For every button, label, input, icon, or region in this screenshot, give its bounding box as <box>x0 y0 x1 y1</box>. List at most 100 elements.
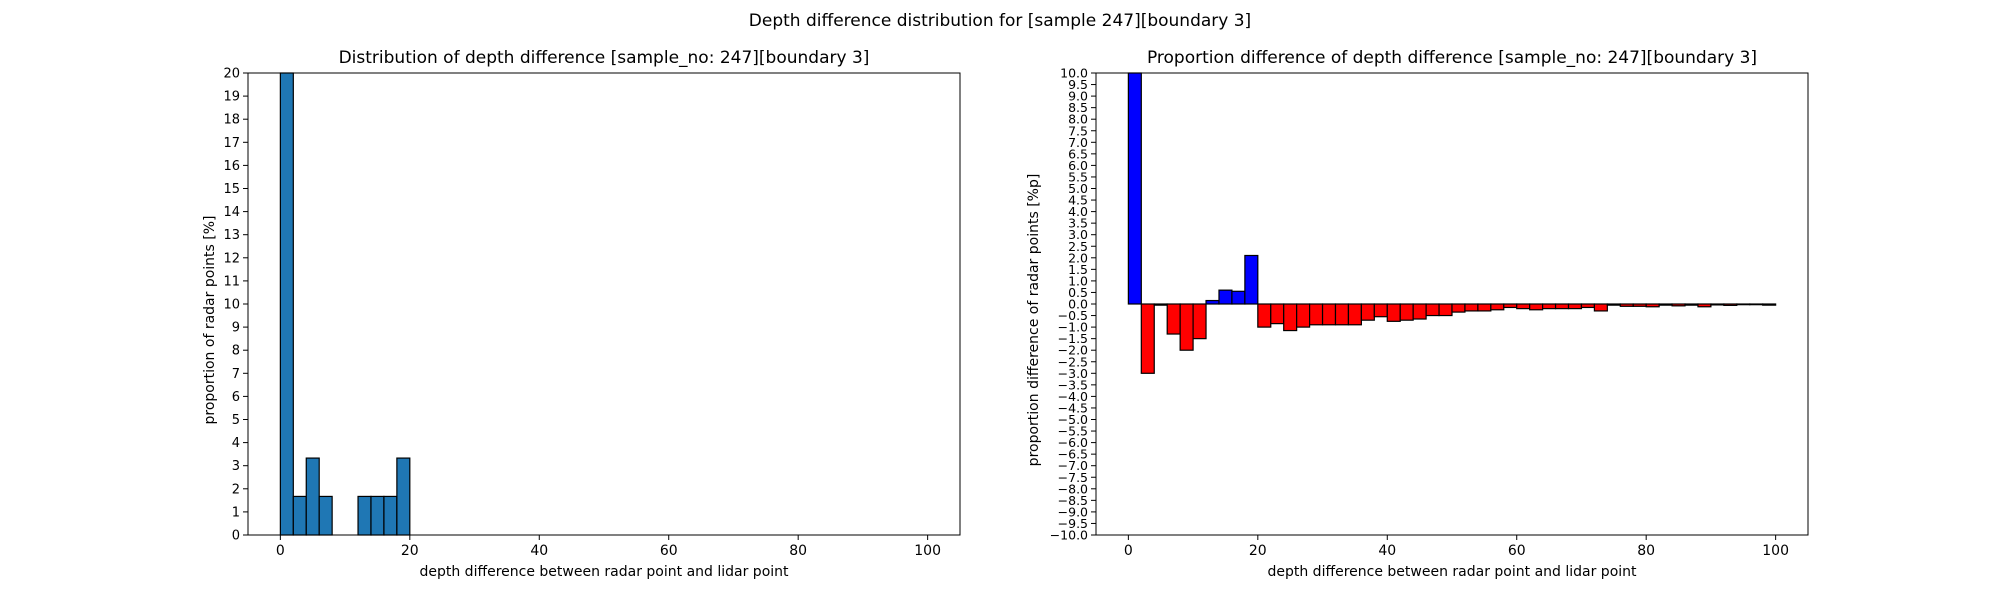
y-tick-label: 20 <box>223 67 240 82</box>
proportion-difference-x-ticks: 0 20 40 60 80 100 <box>1124 535 1789 559</box>
y-tick-label: 16 <box>223 159 240 174</box>
y-tick-label: 8.0 <box>1068 112 1088 127</box>
proportion-difference-bar <box>1762 303 1777 306</box>
proportion-difference-bar <box>1127 72 1142 305</box>
distribution-bar <box>370 495 385 536</box>
y-tick-label: 13 <box>223 228 240 243</box>
proportion-difference-bar <box>1554 303 1570 310</box>
x-tick-label: 0 <box>1124 543 1133 559</box>
y-tick-label: −6.0 <box>1058 435 1088 450</box>
y-tick-label: −2.5 <box>1058 354 1088 369</box>
y-tick-label: 1.0 <box>1068 273 1088 288</box>
proportion-difference-bar <box>1567 303 1583 310</box>
y-tick-label: −10.0 <box>1050 528 1088 543</box>
distribution-bar <box>305 457 320 536</box>
y-tick-label: 6.0 <box>1068 158 1088 173</box>
proportion-difference-bar <box>1736 303 1751 306</box>
distribution-bar <box>383 495 398 536</box>
proportion-difference-bar <box>1283 303 1298 332</box>
proportion-difference-bar <box>1580 303 1596 309</box>
proportion-difference-bar <box>1464 303 1479 312</box>
y-tick-label: 5 <box>232 413 240 428</box>
y-tick-label: 18 <box>223 113 240 128</box>
y-tick-label: −3.0 <box>1058 366 1088 381</box>
distribution-bar <box>357 495 372 536</box>
proportion-difference-bar <box>1438 303 1453 317</box>
proportion-difference-bar <box>1632 303 1647 307</box>
y-tick-label: 19 <box>223 90 240 105</box>
proportion-difference-bar <box>1334 303 1350 326</box>
distribution-bar <box>396 457 411 536</box>
x-tick-label: 60 <box>660 543 678 559</box>
proportion-difference-bar <box>1645 303 1660 308</box>
proportion-difference-bar <box>1360 303 1375 321</box>
proportion-difference-bar <box>1321 303 1337 326</box>
y-tick-label: −0.5 <box>1058 308 1088 323</box>
y-tick-label: 3.5 <box>1068 216 1088 231</box>
y-tick-label: −7.0 <box>1058 458 1088 473</box>
y-tick-label: −4.5 <box>1058 400 1088 415</box>
y-tick-label: 1.5 <box>1068 262 1088 277</box>
proportion-difference-y-ticks: −10.0−9.5−9.0−8.5−8.0−7.5−7.0−6.5−6.0−5.… <box>1050 66 1096 543</box>
proportion-difference-chart-ylabel: proportion difference of radar points [%… <box>1026 174 1042 467</box>
y-tick-label: −8.0 <box>1058 481 1088 496</box>
proportion-difference-bar <box>1386 303 1401 322</box>
distribution-chart-ylabel: proportion of radar points [%] <box>202 215 218 424</box>
distribution-bar <box>279 72 294 536</box>
y-tick-label: 10 <box>223 298 240 313</box>
y-tick-label: 0.0 <box>1068 297 1088 312</box>
distribution-bar <box>292 495 307 536</box>
proportion-difference-bar <box>1179 303 1194 351</box>
distribution-x-ticks: 0 20 40 60 80 100 <box>276 535 941 559</box>
x-tick-label: 40 <box>530 543 548 559</box>
proportion-difference-bar <box>1218 289 1233 305</box>
x-tick-label: 100 <box>1762 543 1789 559</box>
distribution-chart: Distribution of depth difference [sample… <box>202 48 961 580</box>
proportion-difference-chart-plot-area: 0 20 40 60 80 100 −10.0−9.5−9.0−8.5−8.0−7.5−7.… <box>1050 66 1809 559</box>
proportion-difference-bar <box>1451 303 1466 313</box>
proportion-difference-bar <box>1619 303 1634 307</box>
proportion-difference-bar <box>1308 303 1324 326</box>
proportion-difference-bar <box>1749 303 1764 306</box>
proportion-difference-bars <box>1127 72 1777 374</box>
y-tick-label: 3 <box>232 459 240 474</box>
y-tick-label: −8.5 <box>1058 493 1088 508</box>
y-tick-label: 4 <box>232 436 240 451</box>
proportion-difference-bar <box>1490 303 1505 311</box>
proportion-difference-bar <box>1192 303 1207 340</box>
proportion-difference-bar <box>1205 299 1220 305</box>
y-tick-label: 1 <box>232 505 240 520</box>
y-tick-label: −1.0 <box>1058 320 1088 335</box>
distribution-chart-plot-area: 0 20 40 60 80 1000123456789101112131415161718… <box>223 67 961 559</box>
proportion-difference-bar <box>1477 303 1492 312</box>
distribution-chart-xlabel: depth difference between radar point and… <box>419 564 789 580</box>
proportion-difference-bar <box>1606 303 1621 306</box>
y-tick-label: 4.5 <box>1068 193 1088 208</box>
y-tick-label: 10.0 <box>1060 66 1088 81</box>
y-tick-label: 8 <box>232 344 240 359</box>
y-tick-label: 8.5 <box>1068 100 1088 115</box>
proportion-difference-bar <box>1412 303 1427 320</box>
y-tick-label: −4.0 <box>1058 389 1088 404</box>
y-tick-label: 7 <box>232 367 240 382</box>
y-tick-label: 9 <box>232 321 240 336</box>
proportion-difference-bar <box>1257 303 1272 328</box>
proportion-difference-bar <box>1516 303 1531 310</box>
y-tick-label: −2.0 <box>1058 343 1088 358</box>
proportion-difference-chart: Proportion difference of depth differenc… <box>1026 48 1809 580</box>
y-tick-label: 4.0 <box>1068 204 1088 219</box>
proportion-difference-bar <box>1153 303 1168 306</box>
y-tick-label: 2 <box>232 482 240 497</box>
proportion-difference-bar <box>1231 290 1246 305</box>
y-tick-label: 6 <box>232 390 240 405</box>
proportion-difference-bar <box>1697 303 1712 308</box>
y-tick-label: −6.5 <box>1058 447 1088 462</box>
proportion-difference-bar <box>1542 303 1557 310</box>
y-tick-label: 11 <box>223 274 240 289</box>
x-tick-label: 20 <box>1249 543 1267 559</box>
x-tick-label: 100 <box>914 543 941 559</box>
y-tick-label: −1.5 <box>1058 331 1088 346</box>
